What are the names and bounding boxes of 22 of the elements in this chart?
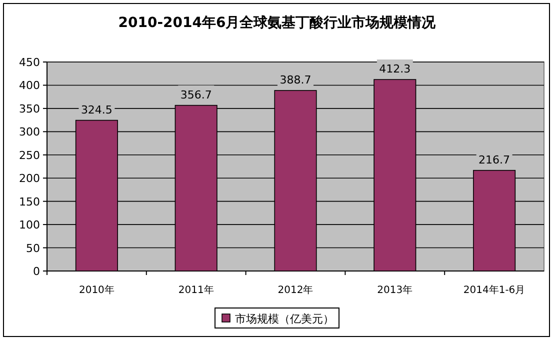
x-tick-label: 2012年 — [278, 284, 314, 296]
chart-title: 2010-2014年6月全球氨基丁酸行业市场规模情况 — [118, 14, 437, 31]
x-tick-label: 2014年1-6月 — [463, 284, 526, 296]
y-tick-label: 300 — [19, 126, 40, 139]
y-tick-label: 450 — [19, 56, 40, 69]
y-tick-label: 200 — [19, 172, 40, 186]
data-label: 356.7 — [180, 88, 212, 102]
y-tick-label: 150 — [19, 195, 40, 208]
y-tick-label: 100 — [19, 218, 40, 232]
legend-label: 市场规模（亿美元） — [235, 312, 334, 326]
data-label: 216.7 — [478, 153, 510, 166]
data-label: 388.7 — [280, 73, 312, 86]
data-label: 324.5 — [80, 103, 112, 116]
y-tick-label: 400 — [19, 79, 40, 92]
y-tick-label: 250 — [19, 148, 40, 162]
y-tick-label: 50 — [26, 242, 40, 255]
x-tick-label: 2011年 — [178, 284, 214, 296]
y-tick-label: 0 — [33, 265, 40, 278]
x-tick-label: 2013年 — [377, 284, 413, 296]
y-tick-label: 350 — [19, 102, 40, 116]
x-tick-label: 2010年 — [78, 284, 114, 296]
data-label: 412.3 — [379, 62, 411, 76]
